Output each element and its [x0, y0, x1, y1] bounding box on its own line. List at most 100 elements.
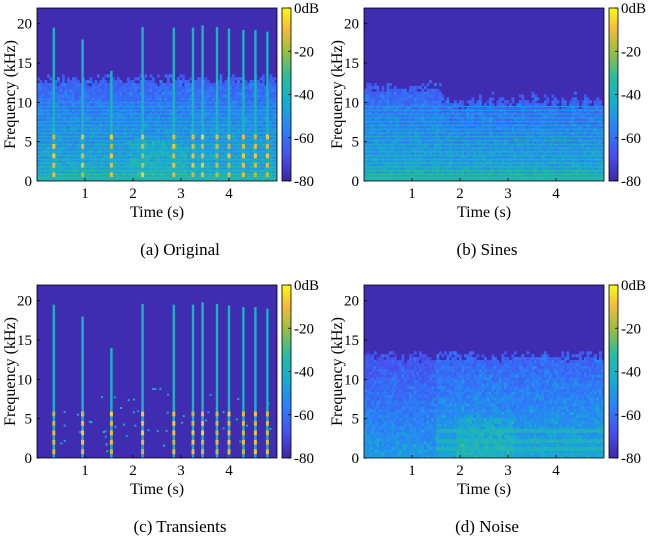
spectrogram-cell	[124, 94, 128, 98]
spectrogram-cell	[272, 80, 275, 84]
spectrogram-cell	[471, 152, 475, 156]
spectrogram-cell	[262, 114, 265, 118]
spectrogram-cell	[409, 137, 412, 141]
spectrogram-cell	[119, 85, 123, 90]
spectrogram-cell	[49, 77, 53, 81]
spectrogram-cell	[42, 126, 45, 130]
spectrogram-cell	[466, 160, 470, 164]
spectrogram-cell	[431, 137, 435, 141]
spectrogram-cell	[237, 160, 240, 164]
spectrogram-cell	[159, 126, 163, 130]
spectrogram-cell	[119, 155, 123, 159]
spectrogram-cell	[364, 94, 367, 98]
spectrogram-cell	[79, 88, 83, 92]
spectrogram-cell	[199, 88, 203, 92]
spectrogram-cell	[47, 140, 50, 144]
spectrogram-cell	[39, 137, 43, 141]
spectrogram-cell	[399, 97, 402, 101]
spectrogram-cell	[132, 149, 135, 153]
spectrogram-cell	[252, 94, 255, 98]
spectrogram-cell	[79, 129, 83, 133]
spectrogram-cell	[199, 155, 203, 159]
spectrogram-cell	[137, 88, 140, 92]
spectrogram-cell	[132, 106, 135, 110]
spectrogram-cell	[84, 129, 88, 133]
spectrogram-cell	[379, 163, 382, 167]
spectrogram-cell	[416, 160, 420, 164]
spectrogram-cell	[147, 100, 150, 104]
transient-hotspot	[201, 162, 205, 168]
spectrogram-cell	[269, 166, 273, 170]
spectrogram-cell	[42, 155, 45, 159]
spectrogram-cell	[237, 152, 240, 156]
spectrogram-cell	[174, 97, 178, 101]
spectrogram-cell	[224, 126, 228, 130]
spectrogram-cell	[44, 111, 48, 115]
spectrogram-cell	[112, 88, 115, 92]
spectrogram-cell	[77, 143, 80, 147]
spectrogram-cell	[84, 140, 88, 144]
colorbar-tick-label: -40	[294, 88, 314, 104]
spectrogram-cell	[431, 152, 435, 156]
spectrogram-cell	[441, 155, 445, 159]
spectrogram-cell	[474, 126, 477, 130]
spectrogram-cell	[104, 163, 108, 167]
spectrogram-cell	[67, 155, 70, 159]
spectrogram-cell	[189, 140, 193, 144]
spectrogram-cell	[379, 100, 382, 104]
spectrogram-cell	[409, 106, 412, 110]
spectrogram-cell	[87, 111, 90, 115]
spectrogram-cell	[72, 85, 75, 90]
spectrogram-cell	[84, 82, 88, 87]
spectrogram-cell	[232, 131, 235, 136]
spectrogram-cell	[414, 106, 417, 110]
spectrogram-cell	[184, 117, 188, 121]
transient-hotspot	[241, 172, 245, 178]
spectrogram-cell	[259, 155, 263, 159]
spectrogram-cell	[117, 143, 120, 147]
spectrogram-cell	[369, 131, 372, 136]
spectrogram-cell	[144, 85, 148, 90]
spectrogram-cell	[451, 103, 455, 107]
spectrogram-cell	[434, 129, 437, 133]
spectrogram-cell	[376, 129, 380, 133]
spectrogram-cell	[162, 152, 165, 156]
spectrogram-cell	[429, 117, 432, 121]
spectrogram-cell	[207, 80, 210, 84]
spectrogram-cell	[74, 100, 78, 104]
spectrogram-cell	[366, 149, 370, 153]
spectrogram-cell	[102, 103, 105, 107]
spectrogram-cell	[424, 100, 427, 104]
spectrogram-cell	[217, 85, 220, 90]
spectrogram-cell	[167, 80, 170, 84]
spectrogram-cell	[92, 166, 95, 170]
spectrogram-cell	[481, 155, 485, 159]
spectrogram-cell	[127, 160, 130, 164]
spectrogram-cell	[77, 140, 80, 144]
spectrogram-cell	[239, 111, 243, 115]
spectrogram-cell	[217, 88, 220, 92]
spectrogram-cell	[257, 166, 260, 170]
spectrogram-cell	[174, 117, 178, 121]
spectrogram-cell	[444, 126, 447, 130]
spectrogram-cell	[184, 106, 188, 110]
spectrogram-cell	[386, 143, 390, 147]
spectrogram-cell	[262, 82, 265, 87]
spectrogram-cell	[219, 149, 223, 153]
spectrogram-cell	[391, 129, 395, 133]
spectrogram-cell	[466, 152, 470, 156]
spectrogram-cell	[454, 137, 457, 141]
spectrogram-cell	[232, 111, 235, 115]
spectrogram-cell	[474, 114, 477, 118]
spectrogram-cell	[222, 91, 225, 95]
spectrogram-cell	[411, 129, 415, 133]
spectrogram-cell	[439, 103, 442, 107]
spectrogram-cell	[184, 155, 188, 159]
spectrogram-cell	[411, 97, 415, 101]
spectrogram-cell	[169, 88, 173, 92]
spectrogram-cell	[409, 103, 412, 107]
spectrogram-cell	[164, 88, 168, 92]
spectrogram-cell	[274, 137, 277, 141]
spectrogram-cell	[44, 117, 48, 121]
spectrogram-cell	[57, 155, 60, 159]
